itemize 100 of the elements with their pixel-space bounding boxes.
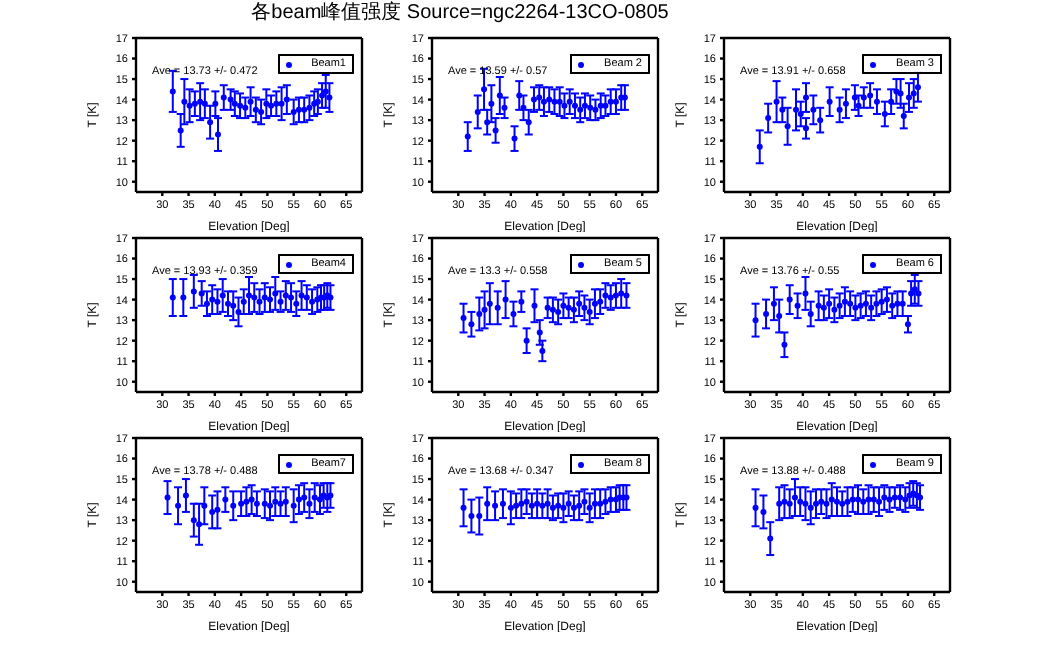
point (198, 290, 205, 297)
point (586, 504, 593, 511)
point (781, 341, 788, 348)
point (561, 102, 568, 109)
point (528, 502, 535, 509)
point (169, 88, 176, 95)
point (618, 290, 625, 297)
point (791, 494, 798, 501)
point (201, 100, 208, 107)
point (201, 502, 208, 509)
point (817, 117, 824, 124)
point (565, 500, 572, 507)
point (486, 300, 493, 307)
point (476, 513, 483, 520)
point (492, 127, 499, 134)
point (293, 300, 300, 307)
point (196, 521, 203, 528)
point (894, 300, 901, 307)
point (900, 113, 907, 120)
point (474, 108, 481, 115)
point (544, 500, 551, 507)
point (243, 498, 250, 505)
point (602, 292, 609, 299)
point (881, 110, 888, 117)
point (555, 502, 562, 509)
point (240, 298, 247, 305)
point (802, 125, 809, 132)
point (841, 298, 848, 305)
point (826, 98, 833, 105)
point (177, 127, 184, 134)
point (252, 106, 259, 113)
point (815, 302, 822, 309)
point (531, 302, 538, 309)
point (612, 98, 619, 105)
point (597, 102, 604, 109)
point (235, 308, 242, 315)
point (873, 98, 880, 105)
point (763, 310, 770, 317)
point (499, 500, 506, 507)
point (209, 296, 216, 303)
point (501, 104, 508, 111)
point (209, 508, 216, 515)
point (842, 100, 849, 107)
point (786, 500, 793, 507)
point (238, 500, 245, 507)
point (220, 94, 227, 101)
point (865, 496, 872, 503)
point (484, 119, 491, 126)
point (797, 498, 804, 505)
point (546, 96, 553, 103)
point (539, 347, 546, 354)
point (881, 494, 888, 501)
point (802, 500, 809, 507)
point (283, 96, 290, 103)
point (776, 313, 783, 320)
point (301, 494, 308, 501)
point (836, 106, 843, 113)
point (906, 94, 912, 101)
point (765, 115, 772, 122)
point (810, 106, 817, 113)
point (784, 123, 791, 130)
point (591, 500, 598, 507)
point (555, 308, 562, 315)
point (536, 94, 543, 101)
point (807, 310, 814, 317)
point (836, 302, 843, 309)
point (513, 502, 520, 509)
point (607, 98, 614, 105)
point (566, 98, 573, 105)
point (910, 90, 917, 97)
point (290, 502, 297, 509)
point (565, 304, 572, 311)
point (549, 504, 556, 511)
point (908, 290, 915, 297)
point (851, 94, 858, 101)
point (860, 498, 867, 505)
point (870, 496, 877, 503)
point (536, 329, 543, 336)
point (306, 500, 313, 507)
point (607, 496, 614, 503)
point (494, 304, 501, 311)
point (592, 106, 599, 113)
point (476, 310, 483, 317)
point (855, 496, 862, 503)
point (591, 300, 598, 307)
point (311, 494, 318, 501)
point (214, 298, 221, 305)
point (773, 98, 780, 105)
point (544, 304, 551, 311)
point (873, 300, 880, 307)
point (164, 494, 171, 501)
point (298, 292, 305, 299)
point (230, 502, 237, 509)
point (752, 504, 759, 511)
point (306, 104, 313, 111)
point (267, 296, 274, 303)
point (272, 290, 279, 297)
point (570, 504, 577, 511)
point (847, 300, 854, 307)
point (182, 492, 189, 499)
